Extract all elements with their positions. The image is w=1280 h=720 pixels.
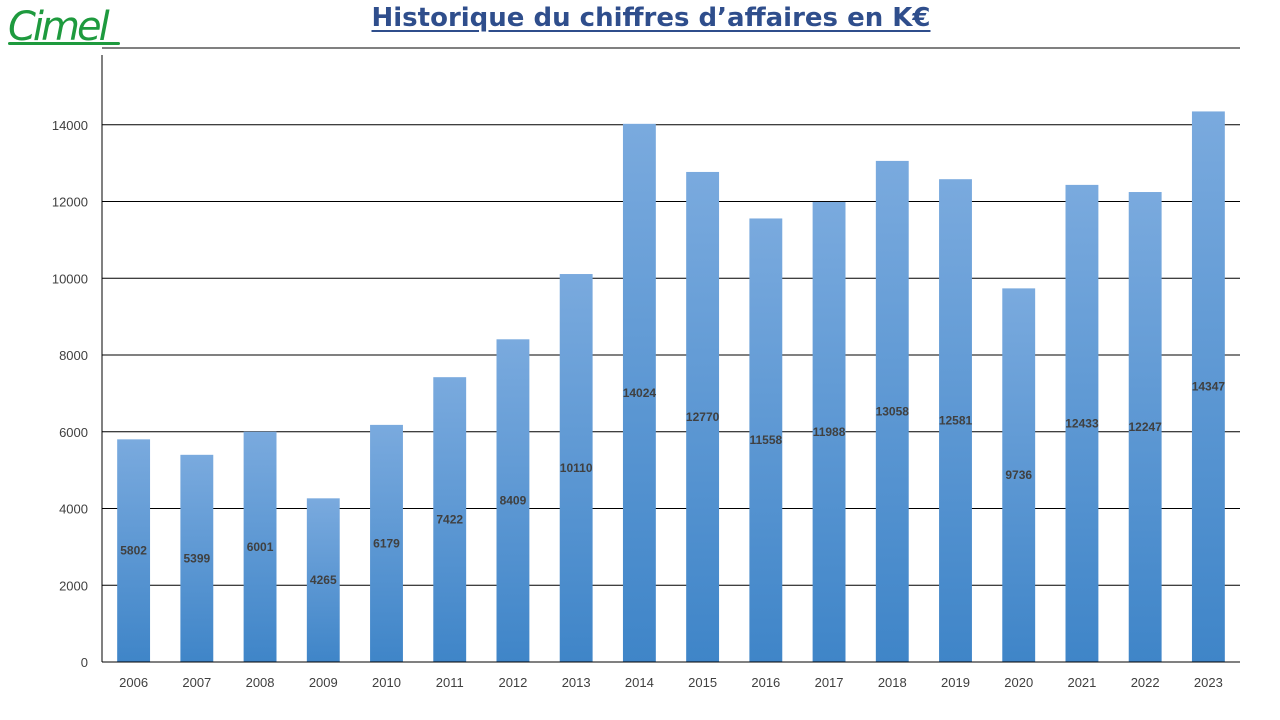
data-label-2019: 12581 (939, 414, 973, 428)
y-tick-label: 14000 (52, 118, 88, 133)
data-label-2009: 4265 (310, 573, 337, 587)
bar-2021 (1065, 184, 1099, 663)
data-label-2014: 14024 (623, 386, 657, 400)
bar-2019 (939, 179, 972, 662)
data-label-2015: 12770 (686, 410, 720, 424)
data-label-2010: 6179 (373, 536, 400, 550)
y-tick-label: 6000 (59, 425, 88, 440)
bar-2008 (243, 431, 277, 662)
x-tick-label-2009: 2009 (309, 675, 338, 690)
bar-2017 (812, 201, 846, 662)
x-tick-label-2006: 2006 (119, 675, 148, 690)
data-label-2006: 5802 (120, 544, 147, 558)
bar-2013 (559, 274, 593, 662)
x-axis-ticks: 2006 2007 2008 2009 2010 2011 2012 2013 2014 2015… (119, 675, 1223, 690)
bar-2011 (433, 377, 467, 662)
x-tick-label-2019: 2019 (941, 675, 970, 690)
bar-2020 (1002, 288, 1036, 662)
x-tick-label-2013: 2013 (562, 675, 591, 690)
bar-2012 (496, 339, 530, 662)
data-label-2008: 6001 (247, 540, 274, 554)
data-label-2012: 8409 (500, 494, 527, 508)
x-tick-label-2012: 2012 (498, 675, 527, 690)
x-tick-label-2018: 2018 (878, 675, 907, 690)
data-label-2011: 7422 (436, 513, 463, 527)
x-tick-label-2010: 2010 (372, 675, 401, 690)
x-tick-label-2015: 2015 (688, 675, 717, 690)
bar-2014 (622, 123, 656, 663)
data-label-2018: 13058 (876, 404, 910, 418)
x-tick-label-2017: 2017 (815, 675, 844, 690)
y-tick-label: 8000 (59, 348, 88, 363)
y-tick-label: 12000 (52, 195, 88, 210)
data-label-2023: 14347 (1192, 380, 1226, 394)
data-label-2017: 11988 (813, 425, 846, 439)
data-labels: 5802 5399 6001 4265 6179 7422 8409 10110 14024 12… (120, 380, 1225, 587)
bar-2018 (875, 160, 909, 663)
x-tick-label-2021: 2021 (1067, 675, 1096, 690)
x-tick-label-2023: 2023 (1194, 675, 1223, 690)
y-tick-label: 0 (81, 655, 88, 670)
x-tick-label-2016: 2016 (751, 675, 780, 690)
bar-2010 (370, 424, 403, 662)
y-axis-ticks: 0 2000 4000 6000 8000 10000 12000 14000 (52, 118, 88, 670)
chart-title: Historique du chiffres d’affaires en K€ (371, 3, 931, 33)
x-tick-label-2020: 2020 (1004, 675, 1033, 690)
bars (117, 111, 1225, 663)
y-tick-label: 10000 (52, 271, 88, 286)
data-label-2021: 12433 (1065, 416, 1099, 430)
data-label-2013: 10110 (560, 461, 593, 475)
bar-2015 (686, 171, 720, 663)
bar-2007 (180, 454, 214, 662)
bar-2023 (1191, 111, 1225, 662)
x-tick-label-2008: 2008 (246, 675, 275, 690)
gridlines (102, 47, 1240, 586)
x-tick-label-2007: 2007 (182, 675, 211, 690)
bar-2016 (749, 218, 783, 663)
logo-underline (8, 42, 120, 45)
data-label-2022: 12247 (1128, 420, 1162, 434)
x-tick-label-2011: 2011 (436, 675, 464, 690)
bar-2006 (117, 439, 151, 662)
data-label-2016: 11558 (749, 433, 782, 447)
data-label-2007: 5399 (183, 551, 210, 565)
bar-2009 (306, 498, 340, 662)
x-tick-label-2014: 2014 (625, 675, 654, 690)
data-label-2020: 9736 (1005, 468, 1032, 482)
y-tick-label: 4000 (59, 502, 88, 517)
bar-2022 (1128, 192, 1162, 663)
y-tick-label: 2000 (59, 578, 88, 593)
x-tick-label-2022: 2022 (1131, 675, 1160, 690)
